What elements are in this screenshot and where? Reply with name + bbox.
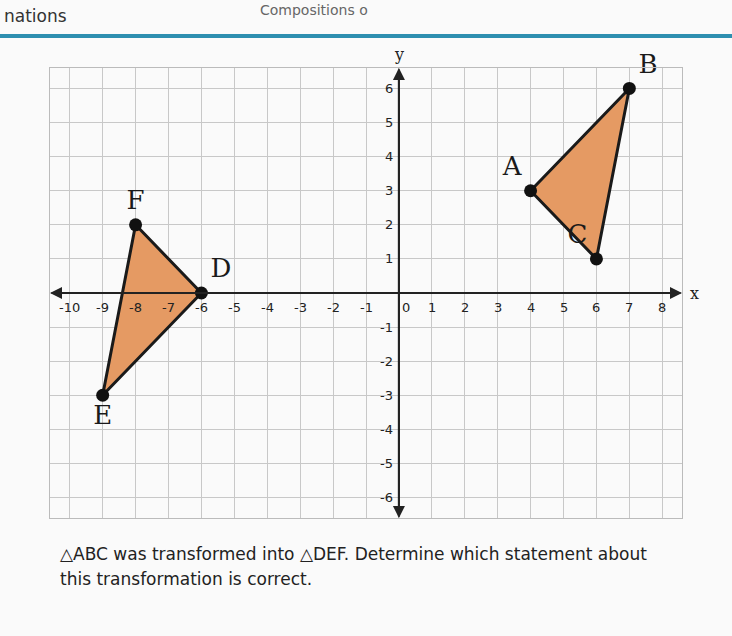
svg-text:-3: -3 [294,300,307,315]
svg-text:-4: -4 [380,422,393,437]
svg-text:-4: -4 [261,300,274,315]
svg-text:F: F [127,185,145,215]
svg-text:5: 5 [560,300,568,315]
svg-text:-2: -2 [380,354,393,369]
svg-text:4: 4 [527,300,535,315]
svg-text:3: 3 [494,300,502,315]
html-text:nations: nations [4,6,67,26]
svg-text:3: 3 [385,183,393,198]
svg-text:-3: -3 [380,388,393,403]
svg-text:x: x [690,284,699,303]
svg-text:-5: -5 [228,300,241,315]
svg-text:4: 4 [385,149,393,164]
svg-text:1: 1 [428,300,436,315]
svg-text:8: 8 [658,300,666,315]
svg-text:-6: -6 [195,300,208,315]
svg-text:C: C [567,219,587,249]
svg-text:-2: -2 [327,300,340,315]
svg-text:-5: -5 [380,456,393,471]
svg-text:B: B [638,49,657,79]
svg-text:-1: -1 [380,320,393,335]
html-text:△ABC was transformed into △DEF: △ABC was transformed into △DEF. Determin… [60,544,647,589]
svg-text:1: 1 [385,251,393,266]
svg-text:2: 2 [385,217,393,232]
svg-text:2: 2 [461,300,469,315]
svg-text:-7: -7 [162,300,175,315]
svg-text:6: 6 [385,81,393,96]
svg-text:0: 0 [402,300,410,315]
svg-text:-6: -6 [380,490,393,505]
svg-text:-9: -9 [96,300,109,315]
svg-text:6: 6 [592,300,600,315]
svg-text:D: D [211,253,232,283]
html-text:Compositions o: Compositions o [260,2,368,18]
svg-text:-10: -10 [59,300,80,315]
svg-text:y: y [394,45,404,64]
svg-text:A: A [502,151,523,181]
svg-text:E: E [93,400,112,430]
svg-text:5: 5 [385,115,393,130]
svg-text:7: 7 [625,300,633,315]
svg-text:-8: -8 [129,300,142,315]
svg-text:-1: -1 [360,300,373,315]
